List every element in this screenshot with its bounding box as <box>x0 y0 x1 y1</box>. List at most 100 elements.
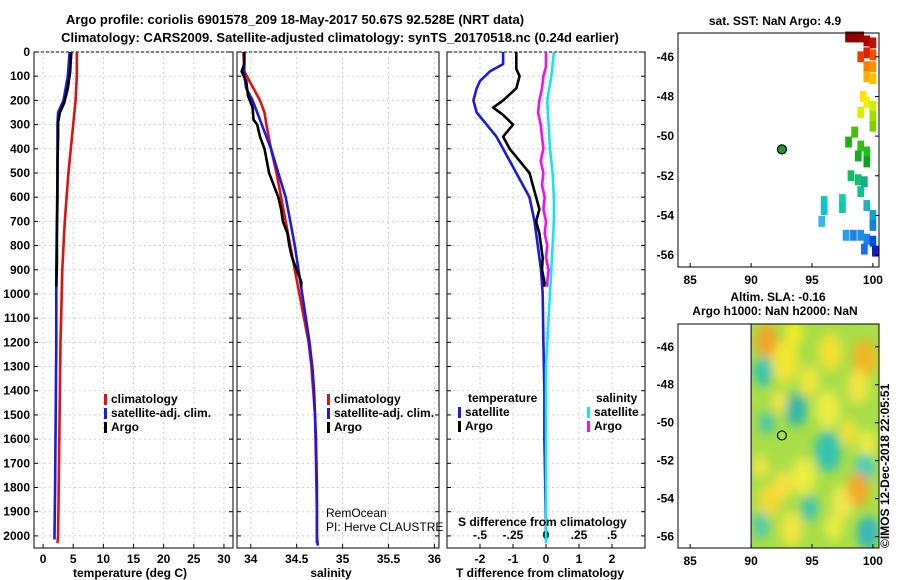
sla-anomaly <box>847 369 870 404</box>
series-salinity-argo <box>536 52 550 287</box>
sst-cell <box>869 100 877 112</box>
y-tick-label: -48 <box>657 378 675 392</box>
legend-label: Argo <box>465 419 493 433</box>
sla-anomaly <box>753 356 774 387</box>
x2-tick-label: .25 <box>571 528 588 542</box>
map-title: sat. SST: NaN Argo: 4.9 <box>709 14 842 28</box>
y-tick-label: 1500 <box>3 408 30 422</box>
sla-anomaly <box>857 515 879 548</box>
sst-cell <box>863 200 871 211</box>
sst-cell <box>851 31 858 43</box>
legend-swatch <box>104 394 107 405</box>
x2-tick-label: -.25 <box>503 528 524 542</box>
legend-swatch <box>587 421 590 432</box>
sst-cell <box>857 186 865 198</box>
x-tick-label: 30 <box>217 552 231 566</box>
sst-cell <box>857 51 865 63</box>
x-tick-label: 95 <box>805 273 819 287</box>
sst-cell <box>869 37 877 49</box>
series-argo <box>240 52 303 287</box>
y-tick-label: -48 <box>657 89 675 103</box>
x2-tick-label: -.5 <box>473 528 487 542</box>
sst-cell <box>871 245 879 257</box>
header-line2: Climatology: CARS2009. Satellite-adjuste… <box>61 30 619 45</box>
sst-cell <box>861 243 868 255</box>
sla-anomaly <box>755 324 778 359</box>
x-tick-label: 2 <box>609 552 616 566</box>
y-tick-label: -46 <box>657 340 675 354</box>
sst-cell <box>863 71 871 83</box>
sst-cell <box>859 91 867 102</box>
x-axis-label: T difference from climatology <box>456 566 624 580</box>
x-axis-label: temperature (deg C) <box>73 566 187 580</box>
x2-tick-label: .5 <box>607 528 617 542</box>
series-climatology <box>56 52 79 544</box>
sst-cell <box>869 219 877 231</box>
y-tick-label: 1800 <box>3 481 30 495</box>
y-tick-label: -56 <box>657 530 675 544</box>
map-frame <box>677 323 880 549</box>
y-tick-label: -56 <box>657 248 675 262</box>
y-tick-label: 1200 <box>3 335 30 349</box>
sla-anomaly <box>815 390 841 429</box>
legend-label: climatology <box>111 392 178 406</box>
sla-anomaly <box>818 333 843 372</box>
argo-position-fill <box>777 144 787 154</box>
sla-anomaly <box>752 511 770 539</box>
sla-anomaly <box>791 456 816 495</box>
sla-anomaly <box>799 365 820 397</box>
sst-cell <box>854 174 862 186</box>
sst-cell <box>869 235 877 247</box>
sst-map-panel: 85 90 95 100 -46 -48 -50 -52 -54 -56 sat. SST: NaN… <box>657 14 884 287</box>
argo-position-marker <box>776 430 788 441</box>
salinity-profile-panel: 34 34.5 35 35.5 36 climatologysatellite-adj. … <box>236 51 443 580</box>
x-tick-label: 20 <box>157 552 171 566</box>
x-tick-label: 15 <box>127 552 141 566</box>
sst-cell <box>818 215 826 227</box>
header-line1: Argo profile: coriolis 6901578_209 18-Ma… <box>66 12 524 27</box>
legend-label: satellite <box>465 405 510 419</box>
sla-anomaly <box>759 411 775 435</box>
x-tick-label: 34.5 <box>285 552 309 566</box>
sst-cell <box>863 146 871 158</box>
y-tick-label: 900 <box>10 263 30 277</box>
sla-anomaly <box>771 390 787 414</box>
sla-anomaly <box>780 511 803 547</box>
sst-cell <box>845 136 852 148</box>
sla-field <box>751 324 879 548</box>
legend-swatch <box>104 408 107 419</box>
series-temperature-argo <box>491 52 546 287</box>
map-frame <box>677 32 880 268</box>
y-tick-label: 200 <box>10 93 30 107</box>
sst-cell <box>839 194 846 206</box>
x-tick-label: 1 <box>576 552 583 566</box>
x-tick-label: -1 <box>508 552 519 566</box>
y-tick-label: 100 <box>10 69 30 83</box>
y-tick-label: 1400 <box>3 384 30 398</box>
y-tick-label: -50 <box>657 129 675 143</box>
x-tick-label: 10 <box>97 552 111 566</box>
legend-swatch <box>327 408 330 419</box>
sst-cell <box>857 31 865 43</box>
y-tick-label: -52 <box>657 169 675 183</box>
x-tick-label: 90 <box>744 273 758 287</box>
sst-cell <box>869 120 877 132</box>
y-tick-label: 1600 <box>3 432 30 446</box>
plot-frame <box>236 51 440 549</box>
sst-cell <box>869 49 877 61</box>
legend-swatch <box>458 407 461 418</box>
sla-blobs <box>752 324 879 548</box>
y-tick-label: 0 <box>23 45 30 59</box>
sst-cell <box>851 126 858 138</box>
legend-swatch <box>104 422 107 433</box>
sla-anomaly <box>825 513 843 541</box>
y-tick-label: 300 <box>10 118 30 132</box>
x-tick-label: 85 <box>684 554 698 568</box>
y-tick-label: 1300 <box>3 360 30 374</box>
series-temperature-satellite <box>472 52 548 536</box>
legend-swatch <box>458 421 461 432</box>
legend-label: Argo <box>334 420 362 434</box>
sst-cell <box>863 61 871 73</box>
map-title: Altim. SLA: -0.16 <box>730 290 826 304</box>
